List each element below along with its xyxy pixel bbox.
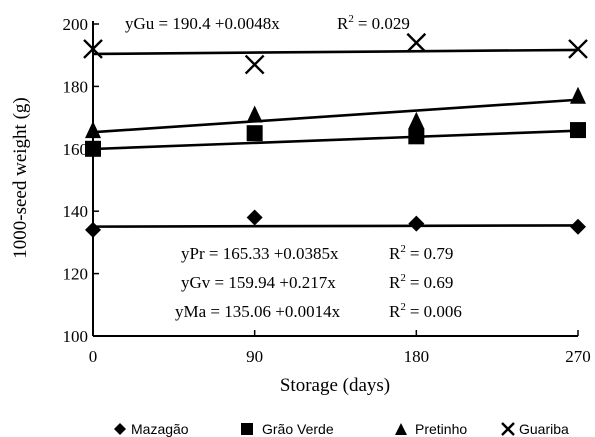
y-axis-title: 1000-seed weight (g)	[10, 97, 31, 258]
equation-grao-verde: yGv = 159.94 +0.217x R2 = 0.69	[181, 272, 453, 292]
data-point-guariba	[406, 32, 427, 53]
legend-item-grao-verde: Grão Verde	[241, 421, 334, 437]
r2-value-guariba: = 0.029	[358, 14, 410, 33]
trend-line-mazagao	[92, 224, 579, 228]
r2-value-mazagao: = 0.006	[410, 302, 462, 321]
r2-value-pretinho: = 0.79	[410, 244, 454, 263]
equation-pretinho: yPr = 165.33 +0.0385x R2 = 0.79	[181, 243, 453, 263]
cross-marker-icon	[501, 422, 515, 436]
equation-mazagao: yMa = 135.06 +0.0014x R2 = 0.006	[175, 301, 462, 321]
diamond-marker-icon	[114, 423, 126, 435]
data-point-grao-verde	[246, 125, 263, 142]
legend-item-mazagao: Mazagão	[114, 421, 189, 437]
svg-text:R2= 0.79: R2 = 0.79	[389, 243, 453, 263]
legend: Mazagão Grão Verde Pretinho Guariba	[114, 421, 569, 437]
trend-line-guariba	[92, 48, 579, 56]
equation-guariba: yGu = 190.4 +0.0048x R2 = 0.029	[125, 13, 410, 33]
x-axis-title: Storage (days)	[280, 375, 390, 396]
equation-grao-verde-text: yGv = 159.94 +0.217x	[181, 273, 336, 292]
y-tick-label: 180	[63, 77, 89, 96]
legend-label-pretinho: Pretinho	[415, 421, 467, 437]
legend-item-pretinho: Pretinho	[395, 421, 467, 437]
svg-text:R2= 0.029: R2 = 0.029	[337, 13, 410, 33]
r2-value-grao-verde: = 0.69	[410, 273, 454, 292]
y-tick-label: 100	[63, 327, 89, 346]
y-tick-label: 200	[63, 15, 89, 34]
y-tick-label: 160	[63, 140, 89, 159]
data-point-guariba	[244, 54, 265, 75]
svg-text:R2= 0.69: R2 = 0.69	[389, 272, 453, 292]
data-point-mazagao	[246, 209, 263, 226]
trend-line-grao-verde	[92, 129, 579, 151]
data-point-grao-verde	[570, 122, 586, 139]
svg-text:R2= 0.006: R2 = 0.006	[389, 301, 462, 321]
y-tick-label: 120	[63, 265, 89, 284]
plot-area	[83, 32, 588, 238]
equation-mazagao-text: yMa = 135.06 +0.0014x	[175, 302, 341, 321]
r2-superscript: 2	[348, 13, 354, 25]
data-point-guariba	[568, 39, 588, 59]
trend-line-pretinho	[92, 98, 579, 134]
data-point-pretinho	[246, 105, 263, 123]
data-point-mazagao	[570, 218, 586, 235]
r2-superscript: 2	[400, 243, 406, 255]
square-marker-icon	[241, 423, 253, 435]
r2-label-grao-verde: R	[389, 273, 401, 292]
equation-pretinho-text: yPr = 165.33 +0.0385x	[181, 244, 339, 263]
x-tick-label: 90	[246, 347, 263, 366]
legend-item-guariba: Guariba	[501, 421, 569, 437]
x-tick-label: 270	[565, 347, 591, 366]
r2-superscript: 2	[400, 272, 406, 284]
legend-label-guariba: Guariba	[519, 421, 569, 437]
axis-ticks: 100 120 140 160 180 200 0 90 180 270	[63, 15, 591, 366]
r2-label-guariba: R	[337, 14, 349, 33]
x-tick-label: 180	[404, 347, 430, 366]
r2-label-pretinho: R	[389, 244, 401, 263]
data-point-pretinho	[408, 111, 425, 129]
r2-label-mazagao: R	[389, 302, 401, 321]
y-tick-label: 140	[63, 202, 89, 221]
data-point-grao-verde	[408, 128, 425, 145]
data-point-mazagao	[408, 215, 425, 232]
equation-guariba-text: yGu = 190.4 +0.0048x	[125, 14, 280, 33]
legend-label-grao-verde: Grão Verde	[262, 421, 334, 437]
x-tick-label: 0	[89, 347, 98, 366]
legend-label-mazagao: Mazagão	[131, 421, 189, 437]
r2-superscript: 2	[400, 301, 406, 313]
data-point-pretinho	[570, 86, 586, 104]
triangle-marker-icon	[395, 423, 407, 435]
